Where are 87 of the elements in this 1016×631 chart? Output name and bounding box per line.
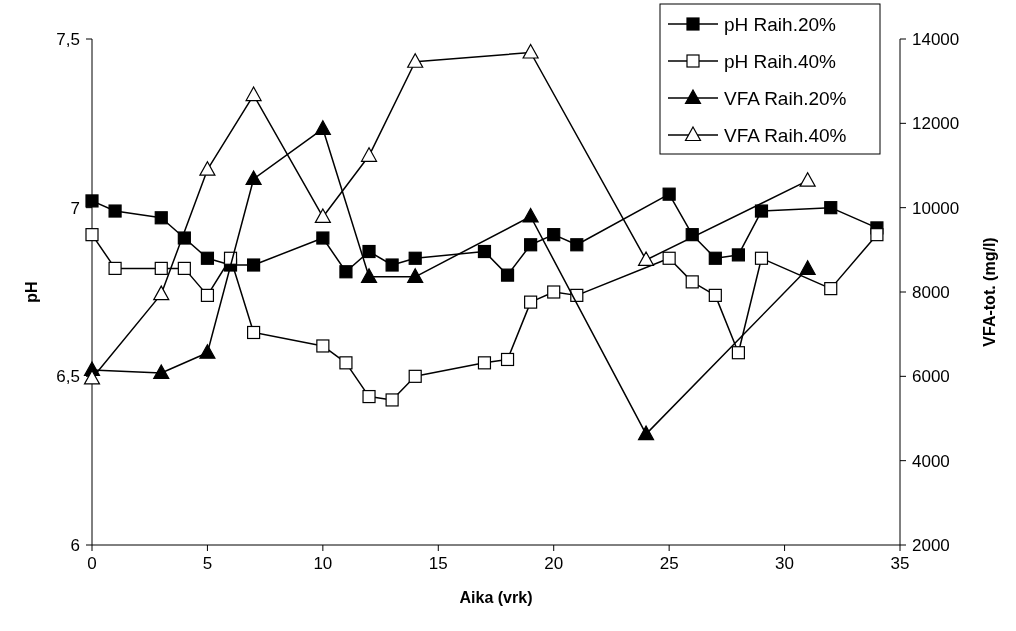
x-tick-label: 15	[428, 554, 448, 573]
point	[708, 251, 722, 265]
point	[408, 369, 422, 383]
x-tick-label: 35	[890, 554, 910, 573]
point	[662, 187, 676, 201]
point	[153, 285, 170, 301]
y-axis-title: pH	[23, 281, 40, 303]
point	[362, 389, 376, 404]
x-tick-label: 0	[87, 554, 97, 573]
point	[824, 282, 838, 296]
point	[360, 268, 378, 283]
point	[245, 86, 262, 102]
y2-tick-label: 12000	[912, 114, 960, 134]
point	[247, 258, 261, 272]
point	[547, 228, 561, 242]
point	[385, 393, 399, 407]
point	[408, 251, 422, 265]
point	[524, 295, 538, 309]
point	[245, 170, 262, 186]
point	[199, 344, 216, 359]
point	[108, 204, 122, 218]
point	[199, 161, 216, 176]
legend-label: VFA Raih.20%	[724, 88, 847, 109]
y2-tick-label: 6000	[912, 367, 950, 387]
point	[200, 251, 215, 265]
point	[731, 346, 745, 360]
point	[754, 251, 769, 265]
point	[477, 244, 492, 259]
y2-tick-label: 14000	[912, 30, 960, 49]
x-axis-title: Aika (vrk)	[459, 589, 533, 606]
point	[316, 231, 330, 245]
point	[731, 248, 745, 262]
point	[362, 244, 376, 259]
point	[385, 258, 399, 272]
point	[85, 194, 99, 208]
point	[316, 339, 330, 353]
point	[339, 356, 353, 370]
point	[314, 208, 331, 224]
y-tick-label: 6	[70, 536, 80, 555]
point	[522, 207, 539, 223]
point	[799, 172, 816, 187]
point	[522, 43, 539, 59]
y2-tick-label: 10000	[912, 198, 960, 218]
x-tick-label: 30	[775, 554, 795, 573]
point	[708, 288, 722, 302]
point	[108, 261, 122, 275]
point	[685, 275, 699, 289]
point	[247, 325, 261, 340]
x-tick-label: 20	[544, 554, 564, 573]
x-tick-label: 5	[202, 554, 213, 573]
point	[547, 285, 561, 299]
point	[824, 201, 838, 215]
point	[360, 147, 378, 162]
x-tick-label: 25	[659, 554, 679, 573]
legend-label: VFA Raih.40%	[724, 125, 847, 146]
point	[154, 261, 168, 275]
y-tick-label: 7,5	[56, 30, 80, 49]
point	[570, 238, 584, 252]
legend-label: pH Raih.20%	[724, 14, 837, 35]
point	[500, 268, 515, 282]
point	[662, 251, 676, 265]
point	[200, 288, 215, 302]
point	[153, 364, 170, 380]
y2-axis-title: VFA-tot. (mg/l)	[981, 237, 998, 347]
y2-tick-label: 2000	[912, 536, 950, 555]
point	[524, 238, 538, 252]
point	[407, 53, 424, 68]
point	[754, 204, 769, 218]
point	[637, 425, 655, 441]
point	[500, 352, 515, 367]
y-tick-label: 6,5	[56, 367, 80, 387]
point	[177, 231, 191, 245]
point	[799, 260, 816, 275]
y2-tick-label: 8000	[912, 283, 950, 302]
point	[154, 211, 168, 225]
y2-tick-label: 4000	[912, 451, 950, 471]
y-tick-label: 7	[70, 198, 80, 218]
legend-label: pH Raih.40%	[724, 51, 837, 72]
point	[314, 120, 331, 135]
x-tick-label: 10	[313, 554, 333, 573]
point	[85, 228, 99, 242]
point	[870, 228, 884, 242]
point	[477, 356, 492, 370]
point	[637, 251, 655, 267]
point	[407, 268, 424, 283]
point	[177, 261, 191, 275]
point	[339, 265, 353, 279]
